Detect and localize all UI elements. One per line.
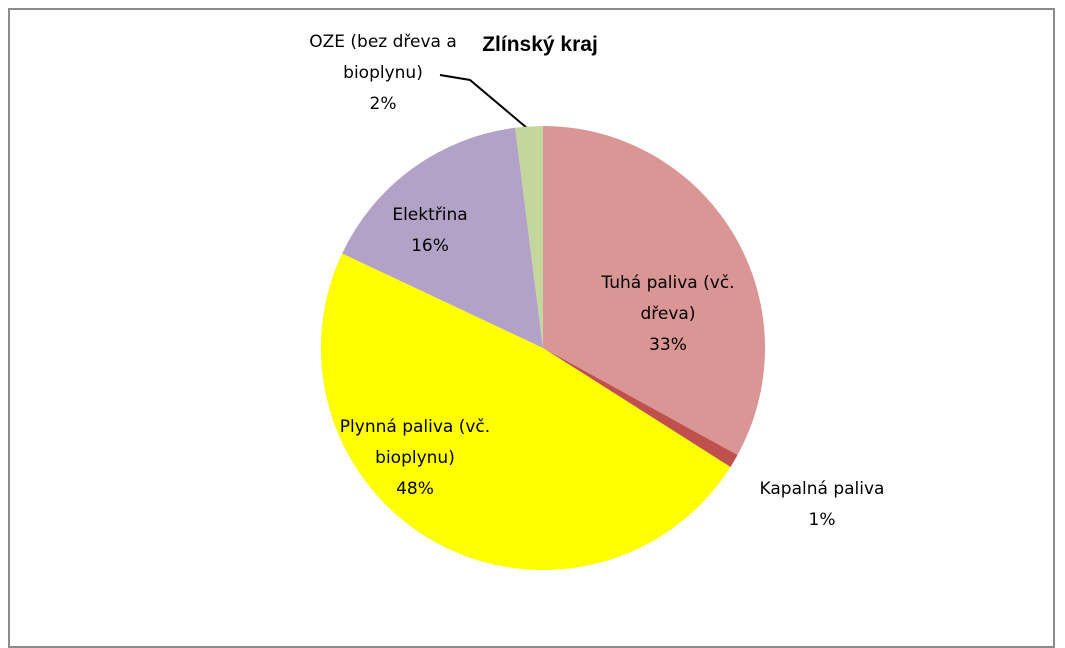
value-label: 1% [808,510,836,530]
value-label: 48% [396,479,434,499]
pie-slice [342,127,543,348]
value-label: 33% [649,335,687,355]
slice-label: Kapalná paliva 1% [727,474,917,536]
slice-label: OZE (bez dřeva a bioplynu) 2% [308,27,458,120]
page: Zlínský kraj (() => { const data = JSON.… [8,8,1055,648]
pie-slice [543,348,738,467]
chart [320,74,765,571]
pie-slice [515,126,543,348]
pie-slice [320,253,731,571]
slice-label: Plynná paliva (vč. bioplynu) 48% [315,412,515,505]
value-label: 2% [369,94,397,114]
category-name: Elektřina [392,205,468,225]
category-name: Plynná paliva (vč. bioplynu) [339,417,491,468]
leader-line [439,74,528,129]
value-label: 16% [411,236,449,256]
pie-slice [543,126,765,455]
category-name: Kapalná paliva [759,479,885,499]
chart-title: Zlínský kraj [482,33,598,56]
slice-label: Tuhá paliva (vč. dřeva) 33% [573,268,763,361]
category-name: OZE (bez dřeva a bioplynu) [309,32,457,83]
category-name: Tuhá paliva (vč. dřeva) [601,273,735,324]
slice-label: Elektřina 16% [370,200,490,262]
